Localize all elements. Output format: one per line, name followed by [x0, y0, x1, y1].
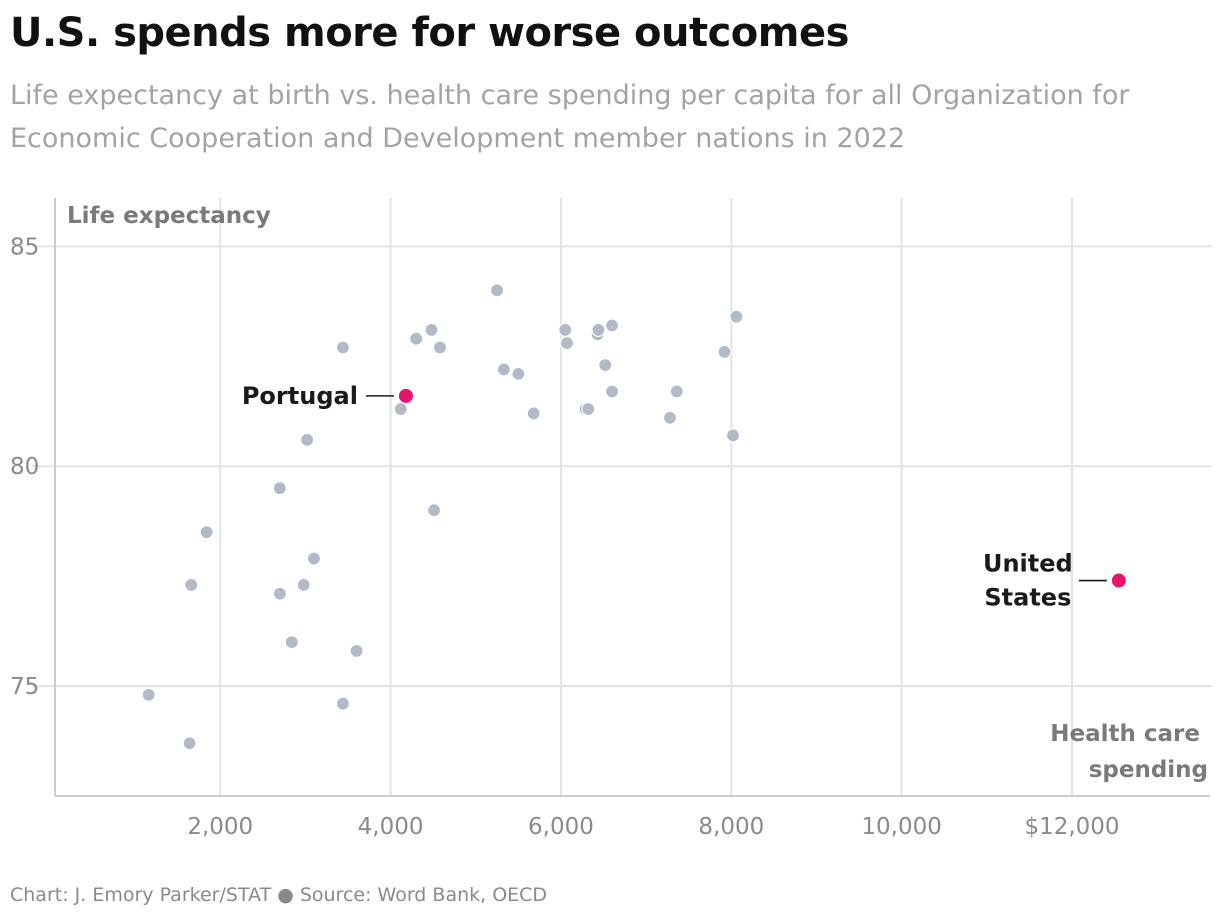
data-point	[511, 366, 526, 381]
data-point	[272, 481, 287, 496]
highlight-label: United States	[983, 550, 1073, 612]
data-point	[409, 331, 424, 346]
x-axis-label-line-2: spending	[1089, 757, 1208, 783]
highlighted-points: Portugal United States	[242, 382, 1126, 612]
y-tick-label: 75	[10, 674, 39, 700]
highlight-point	[1111, 573, 1126, 588]
x-tick-label: 6,000	[528, 814, 594, 840]
chart-footer: Chart: J. Emory Parker/STAT ● Source: Wo…	[10, 884, 548, 906]
highlight-label: Portugal	[242, 382, 358, 410]
data-point	[669, 384, 684, 399]
y-tick-label: 80	[10, 454, 39, 480]
x-tick-label: 2,000	[187, 814, 253, 840]
data-point	[432, 340, 448, 355]
data-point	[598, 357, 613, 373]
data-point	[729, 309, 744, 324]
data-point	[182, 736, 197, 751]
data-point	[581, 401, 596, 417]
x-tick-label: 4,000	[358, 814, 424, 840]
data-point	[591, 322, 606, 338]
data-point	[526, 406, 541, 421]
x-tick-label: $12,000	[1024, 814, 1119, 840]
data-point	[489, 283, 505, 298]
data-point	[558, 322, 573, 338]
data-point	[717, 344, 732, 359]
data-point	[349, 643, 364, 658]
x-tick-label: 8,000	[698, 814, 764, 840]
gridlines	[32, 198, 1212, 796]
y-axis-label: Life expectancy	[67, 203, 271, 229]
highlight-label-line: United	[983, 550, 1073, 578]
data-point	[306, 551, 322, 566]
data-point	[184, 577, 199, 593]
x-tick-label: 10,000	[861, 814, 941, 840]
chart-subtitle: Life expectancy at birth vs. health care…	[10, 80, 1130, 154]
data-point	[335, 696, 350, 711]
data-point	[559, 336, 575, 351]
scatter-chart: 2,000 4,000 6,000 8,000 10,000 $12,000758085 …	[10, 198, 1212, 840]
chart-title: U.S. spends more for worse outcomes	[10, 10, 849, 56]
x-axis-label-line-1: Health care	[1050, 721, 1200, 747]
data-point	[335, 340, 350, 355]
data-points	[141, 283, 744, 751]
highlight-point	[398, 388, 413, 403]
data-point	[272, 586, 287, 601]
x-axis-label: Health care spending	[1050, 721, 1208, 783]
data-point	[426, 503, 442, 518]
data-point	[284, 635, 299, 650]
data-point	[604, 384, 620, 399]
data-point	[300, 432, 315, 447]
data-point	[662, 410, 678, 425]
data-point	[141, 687, 156, 702]
axis-labels: Life expectancy Health care spending	[67, 203, 1208, 783]
data-point	[604, 318, 620, 333]
highlight-label-line: States	[984, 584, 1071, 612]
data-point	[393, 401, 408, 417]
data-point	[296, 577, 311, 593]
data-point	[725, 428, 741, 443]
data-point	[424, 322, 439, 338]
axes: 2,000 4,000 6,000 8,000 10,000 $12,000 75 80 85	[10, 198, 1210, 840]
highlight-label-line: Portugal	[242, 382, 358, 410]
y-tick-label: 85	[10, 234, 39, 260]
data-point	[199, 525, 214, 540]
data-point	[496, 362, 511, 377]
